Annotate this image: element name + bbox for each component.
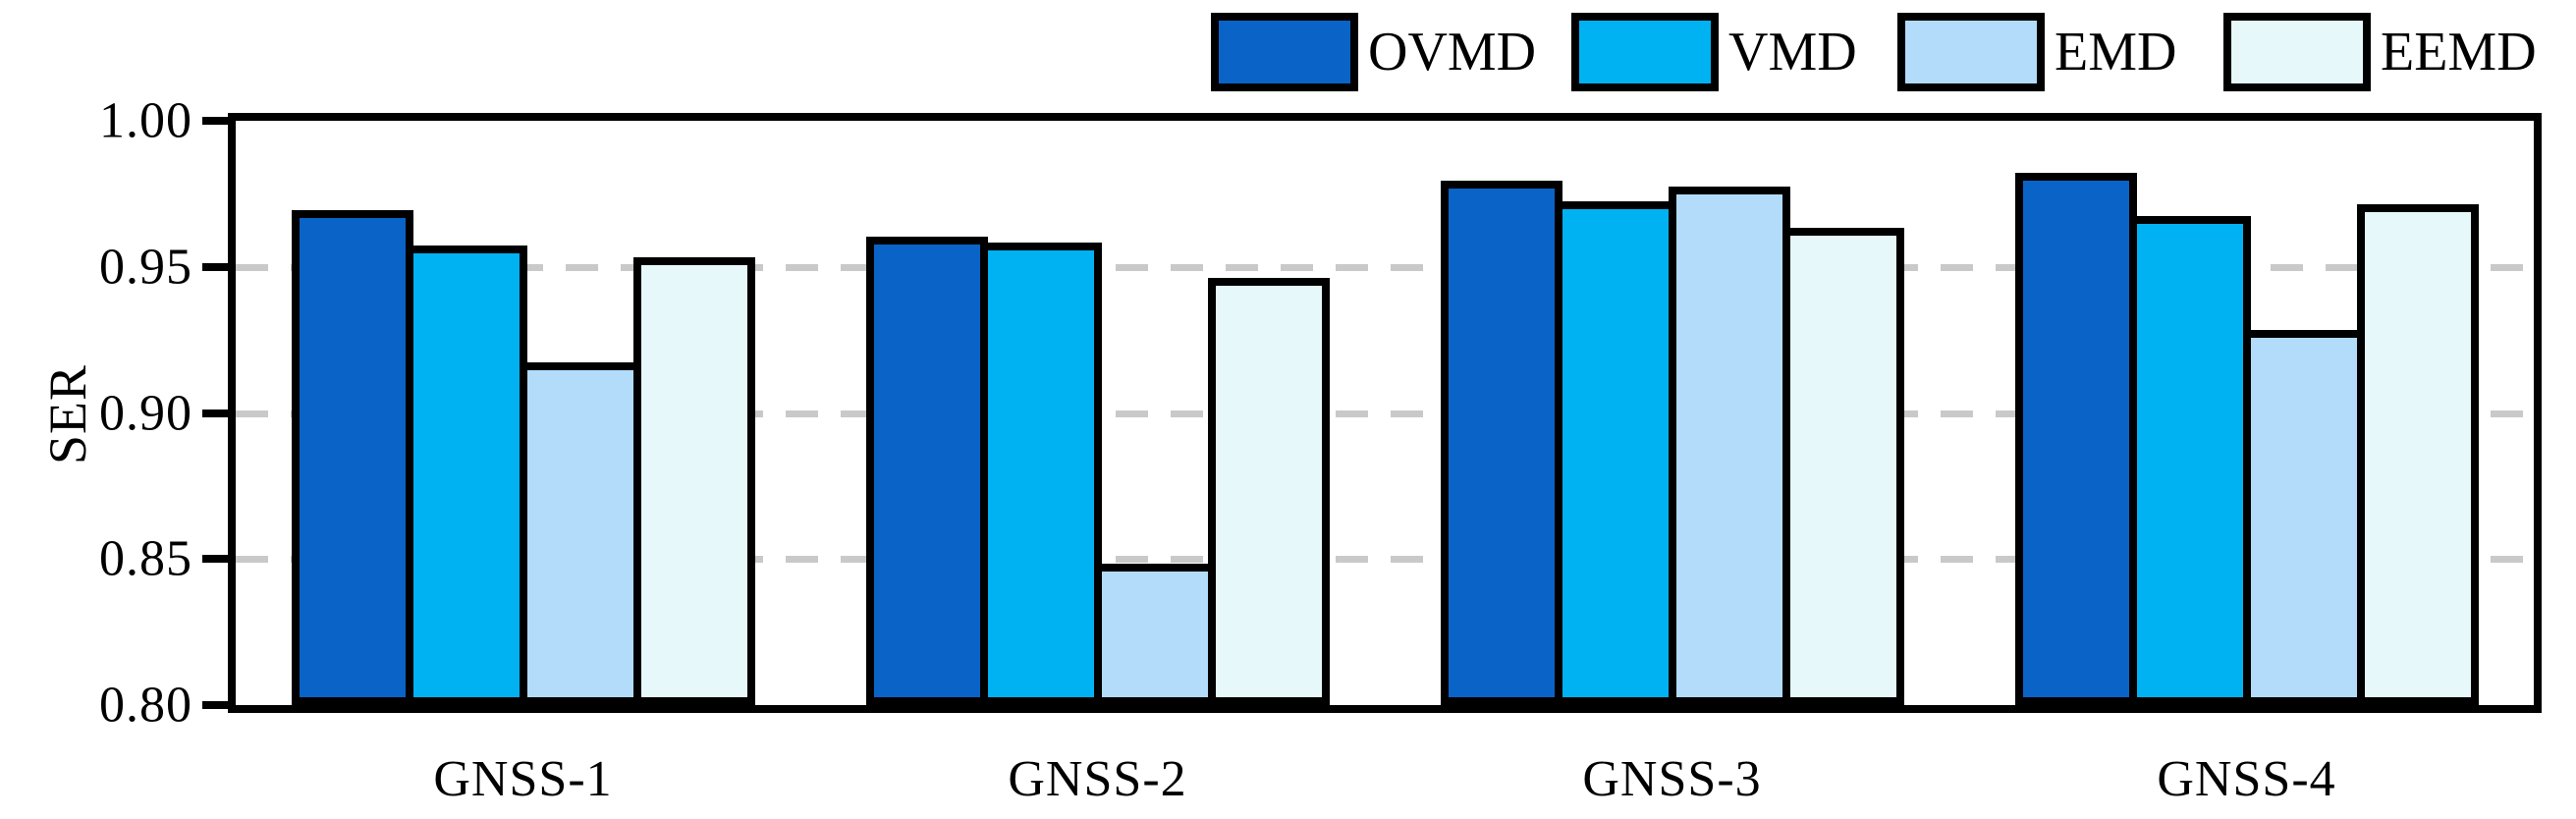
legend-label-EMD: EMD [2055,22,2177,82]
bar-GNSS-1-EEMD [633,257,755,705]
bar-GNSS-3-EMD [1669,187,1790,705]
bar-GNSS-3-EEMD [1782,228,1904,705]
y-tick-label-0.95: 0.95 [99,239,192,296]
bar-GNSS-1-VMD [406,246,527,705]
legend-label-EEMD: EEMD [2381,22,2537,82]
legend-swatch-EEMD [2223,13,2371,91]
gridline-0.95 [236,263,2534,271]
y-tick-mark-1.00 [202,117,228,125]
legend-label-OVMD: OVMD [1368,22,1537,82]
y-tick-mark-0.90 [202,409,228,417]
legend-swatch-VMD [1571,13,1719,91]
x-category-label-GNSS-4: GNSS-4 [2157,751,2336,807]
bar-GNSS-4-EEMD [2357,204,2479,705]
gridline-0.85 [236,556,2534,564]
x-category-label-GNSS-3: GNSS-3 [1582,751,1762,807]
legend-label-VMD: VMD [1728,22,1857,82]
bar-GNSS-2-VMD [980,243,1102,705]
legend-swatch-EMD [1897,13,2045,91]
bar-GNSS-2-EEMD [1208,278,1330,705]
plot-area [228,113,2542,713]
bar-GNSS-1-EMD [520,362,641,705]
y-tick-label-1.00: 1.00 [99,92,192,149]
gridlines-layer [236,121,2534,705]
gridline-0.9 [236,410,2534,417]
y-tick-label-0.85: 0.85 [99,530,192,587]
y-tick-mark-0.85 [202,555,228,564]
bar-GNSS-1-OVMD [292,210,413,705]
y-tick-mark-0.80 [202,701,228,709]
bar-GNSS-3-VMD [1555,201,1676,705]
x-category-label-GNSS-2: GNSS-2 [1008,751,1187,807]
y-tick-mark-0.95 [202,262,228,271]
legend-swatch-OVMD [1211,13,1358,91]
bar-GNSS-4-OVMD [2015,173,2137,705]
bar-GNSS-4-EMD [2243,330,2365,705]
y-tick-label-0.90: 0.90 [99,385,192,441]
bars-layer [236,121,2534,705]
bar-GNSS-3-OVMD [1441,181,1562,705]
bar-GNSS-2-EMD [1094,564,1216,705]
y-tick-label-0.80: 0.80 [99,677,192,734]
bar-GNSS-4-VMD [2129,216,2251,705]
x-category-label-GNSS-1: GNSS-1 [433,751,613,807]
bar-GNSS-2-OVMD [866,237,988,705]
